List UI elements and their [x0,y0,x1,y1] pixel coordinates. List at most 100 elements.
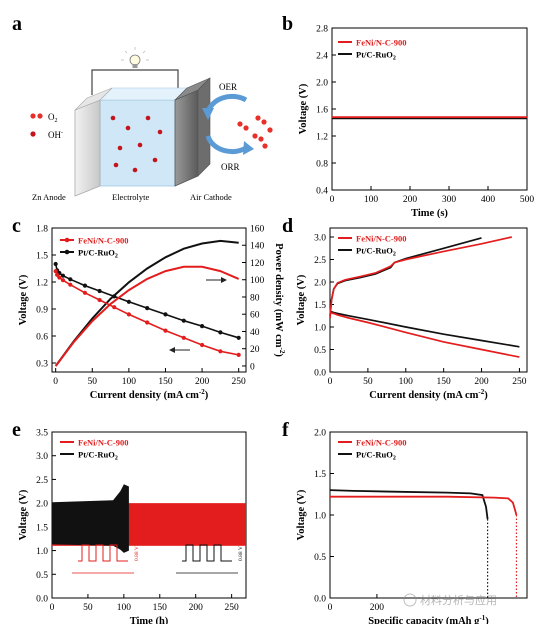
chart-c-voltage-point-fenic [199,342,205,348]
chart-c-y-tick-label: 0.3 [36,360,48,370]
chart-c-y2-axis-label: Power density (mW cm-2) [273,243,286,357]
chart-e-inset-fenic-label: 0.88 V [134,546,140,561]
chart-c-power-fenic [54,265,240,367]
chart-f-y-tick-label: 0.5 [314,553,326,563]
chart-d-x-tick-label: 50 [363,377,373,387]
chart-b-y-tick-label: 2.8 [316,25,328,35]
chart-b-x-axis-label: Time (s) [411,208,448,219]
chart-f-specific-capacity: 0 200 0.0 0.5 1.0 1.5 2.0 Specific capacity (mA… [296,429,528,624]
oer-arrow [205,94,248,113]
chart-c-voltage-point-fenic [97,297,102,303]
chart-d-legend-label-ptc: Pt/C-RuO2 [356,246,396,258]
o2-molecules [237,115,273,149]
chart-e-x-axis-label: Time (h) [130,616,169,624]
chart-b-x-tick-label: 500 [520,195,535,205]
chart-b-y-tick-label: 1.2 [316,133,328,143]
chart-c-y-axis-label: Voltage (V) [18,274,29,325]
chart-e-y-tick-label: 3.0 [36,452,48,462]
chart-c-voltage-point-fenic [218,349,223,354]
chart-e-y-axis-label: Voltage (V) [18,489,29,540]
chart-f-y-tick-label: 0.0 [314,595,326,605]
chart-c-y-tick-label: 1.2 [36,279,48,289]
chart-c-voltage-point-fenic [145,320,150,325]
chart-f-y-tick-label: 2.0 [314,429,326,439]
panel-letter-c: c [12,215,21,237]
chart-c-voltage-point-ptc [199,324,205,329]
chart-c-voltage-point-fenic [57,275,62,280]
chart-c-y2-tick-label: 140 [250,242,265,252]
chart-c-y2-tick-label: 60 [250,311,260,321]
chart-c-x-tick-label: 50 [88,377,98,387]
chart-f-x-axis-label: Specific capacity (mAh g-1) [368,614,489,624]
chart-c-voltage-point-fenic [82,290,88,295]
chart-c-x-axis-label: Current density (mA cm-2) [90,388,209,401]
chart-c-y-tick-label: 1.5 [36,252,48,262]
chart-d-y-tick-label: 1.5 [314,301,326,311]
chart-e-inset-fenic-waveform [78,544,128,562]
chart-c-voltage-point-ptc [163,312,168,317]
chart-b-x-tick-label: 300 [442,195,457,205]
chart-d-y-tick-label: 2.0 [314,279,326,289]
chart-c-y-tick-label: 1.8 [36,225,48,235]
chart-c-voltage-ptc [54,263,239,339]
chart-b-y-tick-label: 2.4 [316,52,328,62]
chart-b-y-tick-label: 0.8 [316,160,328,170]
chart-c-legend-label-fenic: FeNi/N-C-900 [78,236,129,246]
chart-b-x-tick-label: 200 [403,195,418,205]
chart-b-y-tick-label: 2.0 [316,79,328,89]
chart-d-series-ptc-discharge [329,310,520,348]
zn-anode-block [74,99,101,197]
chart-c-legend-marker-fenic [64,237,70,243]
chart-f-series-fenic [330,495,518,516]
chart-d-y-tick-label: 0.5 [314,346,326,356]
chart-c-y2-tick-label: 40 [250,328,260,338]
zn-air-battery-schematic: O2 OH- OER ORR Zn Anode Electrolyte Air … [30,47,273,202]
chart-b-galvanostatic-discharge: 0 100 200 300 400 500 0.4 0.8 1.2 1.6 2.0 2.4 2.8 Tim… [298,25,534,220]
chart-f-y-tick-label: 1.0 [314,512,326,522]
chart-e-x-tick-label: 200 [189,603,204,613]
chart-e-y-tick-label: 1.5 [36,523,48,533]
chart-d-plot-frame [329,227,528,373]
air-cathode-label: Air Cathode [190,192,232,202]
chart-b-x-tick-label: 400 [481,195,496,205]
chart-c-y2-tick-label: 20 [250,345,260,355]
chart-c-voltage-point-ptc [126,299,131,304]
panel-letter-b: b [282,13,293,35]
chart-c-legend-marker-ptc [64,249,70,255]
chart-c-x-tick-label: 0 [53,377,58,387]
electrolyte-block [99,99,176,187]
chart-f-x-tick-label: 0 [328,603,333,613]
chart-d-x-tick-label: 200 [474,377,489,387]
chart-c-voltage-point-ptc [236,335,241,340]
chart-c-plot-frame [51,227,247,373]
chart-c-voltage-point-ptc [82,283,88,288]
chart-c-y-tick-label: 0.6 [36,333,48,343]
chart-c-power-ptc [54,239,239,367]
oer-label: OER [219,82,237,92]
chart-c-voltage-point-fenic [60,278,66,283]
chart-c-voltage-point-ptc [181,318,186,323]
chart-d-y-axis-label: Voltage (V) [296,274,307,325]
chart-e-y-tick-label: 0.5 [36,571,48,581]
chart-c-voltage-point-ptc [97,288,102,294]
chart-e-x-tick-label: 250 [225,603,240,613]
chart-e-x-tick-label: 150 [153,603,168,613]
chart-c-voltage-point-fenic [126,312,131,317]
chart-d-y-tick-label: 2.5 [314,256,326,266]
chart-b-x-tick-label: 100 [364,195,379,205]
chart-d-y-tick-label: 0.0 [314,369,326,379]
chart-e-y-tick-label: 0.0 [36,595,48,605]
chart-c-x-tick-label: 100 [122,377,137,387]
chart-c-voltage-point-ptc [53,261,58,267]
chart-e-legend-label-ptc: Pt/C-RuO2 [78,450,118,462]
chart-c-voltage-point-fenic [163,328,168,333]
chart-b-y-tick-label: 0.4 [316,187,328,197]
chart-d-x-axis-label: Current density (mA cm-2) [369,388,488,401]
chart-c-voltage-point-fenic [112,305,117,310]
chart-e-band-ptc [52,484,129,553]
chart-d-charge-discharge-polarization: 0 50 100 150 200 250 0.0 0.5 1.0 1.5 2.0 2.5 3.0 Curr… [296,227,528,401]
chart-e-y-tick-label: 3.5 [36,429,48,439]
chart-d-x-tick-label: 100 [399,377,414,387]
chart-e-inset-ptc-label: 0.88 V [238,546,244,561]
